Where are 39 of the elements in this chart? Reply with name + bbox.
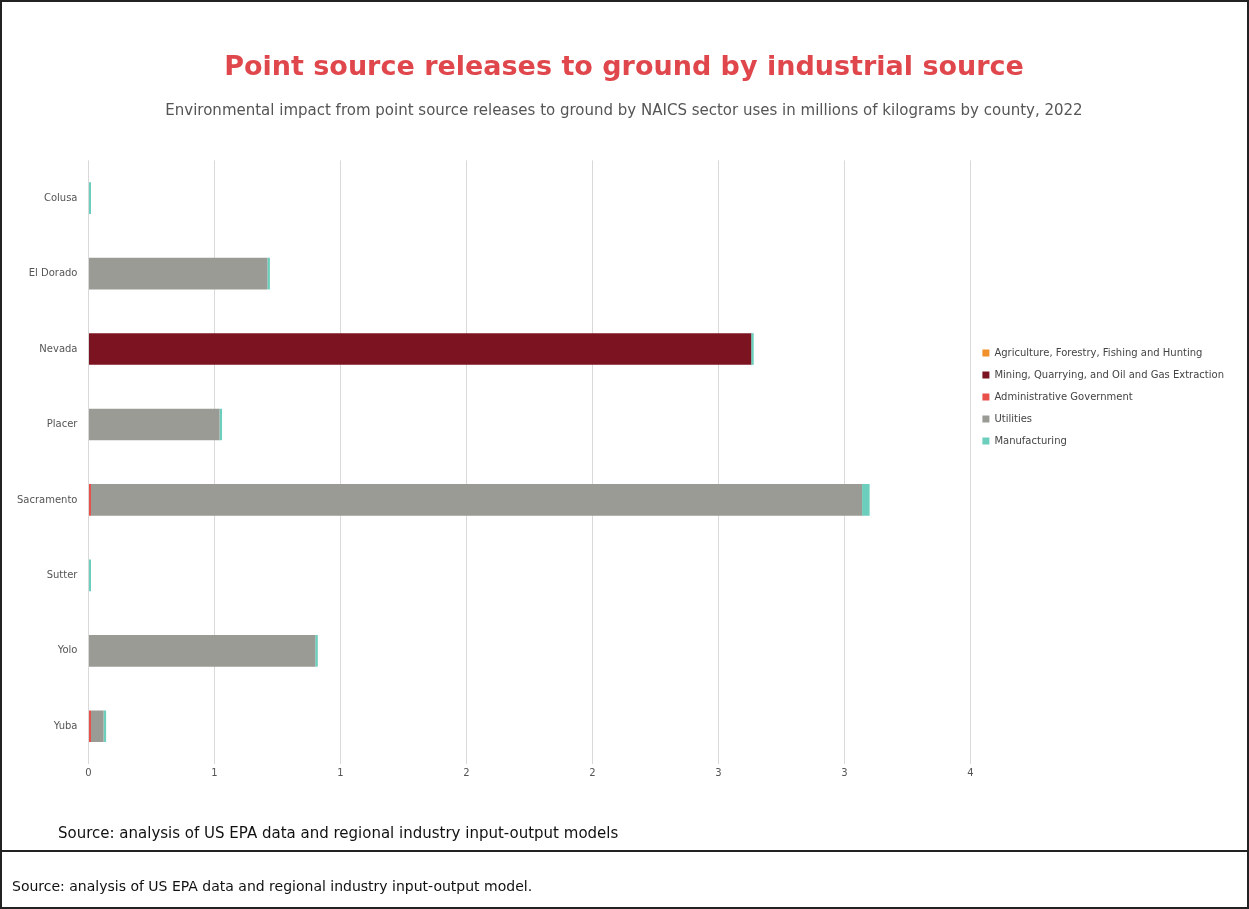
bar (862, 484, 870, 516)
x-tick-label: 2 (463, 766, 470, 778)
y-tick-label: Colusa (43, 191, 78, 203)
x-tick-label: 1 (211, 766, 218, 778)
bar (88, 484, 91, 516)
x-tick-label: 4 (967, 766, 974, 778)
y-tick-label: Placer (46, 418, 79, 430)
x-tick-label: 2 (589, 766, 596, 778)
source-note: Source: analysis of US EPA data and regional industry input-output models (58, 824, 619, 842)
y-tick-label: Yolo (56, 644, 78, 656)
legend-label: Mining, Quarrying, and Oil and Gas Extraction (994, 368, 1225, 380)
bar (88, 634, 316, 667)
y-tick-label: Sutter (46, 568, 79, 580)
bar (315, 634, 318, 667)
x-tick-label: 3 (841, 766, 848, 778)
bar (88, 333, 752, 365)
bar (751, 333, 754, 365)
legend-label: Administrative Government (994, 390, 1133, 402)
bar (91, 484, 863, 516)
bar (88, 559, 91, 592)
bar (88, 710, 91, 743)
bar (88, 182, 91, 214)
legend-label: Manufacturing (994, 434, 1067, 446)
bar (88, 408, 220, 441)
y-tick-label: El Dorado (28, 267, 78, 279)
x-tick-label: 0 (85, 766, 92, 778)
legend-label: Agriculture, Forestry, Fishing and Hunting (994, 346, 1203, 358)
x-tick-label: 3 (715, 766, 722, 778)
y-tick-label: Sacramento (17, 493, 78, 505)
legend-label: Utilities (994, 412, 1033, 424)
source-note: Source: analysis of US EPA data and regional industry input-output model. (2, 850, 1247, 894)
chart-title: Point source releases to ground by industrial source (224, 50, 1024, 82)
bar (88, 257, 268, 290)
bar (267, 257, 270, 290)
bar (91, 710, 104, 743)
x-tick-label: 1 (337, 766, 344, 778)
y-tick-label: Nevada (39, 342, 78, 354)
chart-subtitle: Environmental impact from point source releases to ground by NAICS sector uses in millions of kilograms by county, 2022 (165, 101, 1083, 120)
y-tick-label: Yuba (52, 719, 78, 731)
